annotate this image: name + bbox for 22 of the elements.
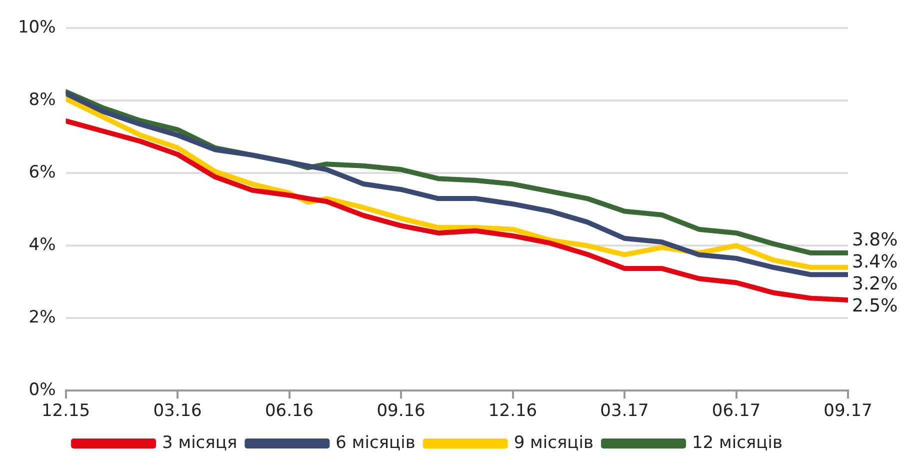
data-label: 2.5% bbox=[852, 295, 898, 316]
x-tick-label: 09.17 bbox=[824, 401, 872, 422]
data-label: 3.4% bbox=[852, 251, 898, 272]
x-tick-label: 12.16 bbox=[488, 401, 538, 422]
legend-label: 12 місяців bbox=[692, 432, 782, 453]
x-tick-label: 09.16 bbox=[376, 401, 426, 422]
legend-label: 9 місяців bbox=[514, 432, 594, 453]
y-tick-label: 2% bbox=[28, 308, 56, 328]
y-tick-label: 8% bbox=[28, 90, 56, 110]
y-tick-label: 10% bbox=[18, 18, 56, 38]
x-tick-label: 06.16 bbox=[264, 401, 314, 422]
legend-label: 3 місяця bbox=[162, 432, 238, 453]
data-label: 3.8% bbox=[852, 229, 898, 250]
x-tick-label: 03.17 bbox=[600, 401, 649, 422]
x-tick-label: 06.17 bbox=[712, 401, 761, 422]
y-tick-label: 4% bbox=[28, 235, 56, 256]
legend-label: 6 місяців bbox=[336, 432, 416, 453]
x-tick-label: 12.15 bbox=[41, 401, 90, 422]
y-tick-label: 6% bbox=[28, 162, 56, 183]
x-tick-label: 03.16 bbox=[153, 401, 202, 422]
data-label: 3.2% bbox=[852, 273, 898, 294]
y-tick-label: 0% bbox=[28, 380, 56, 400]
